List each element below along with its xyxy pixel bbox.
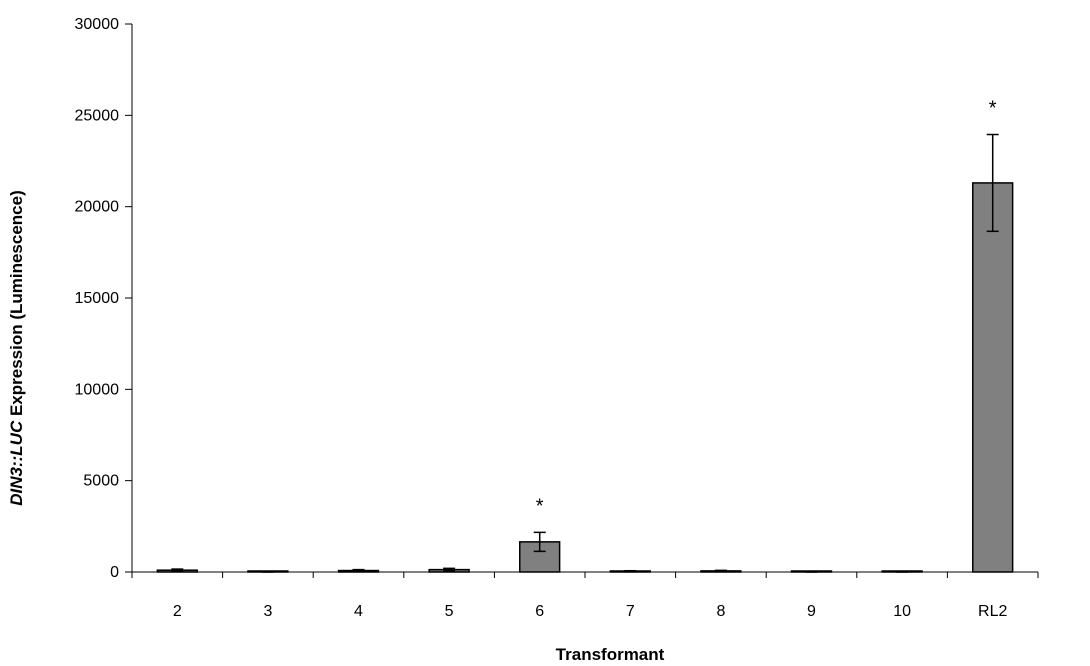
x-axis: 2 3 4 5 6 7 8 9 10 RL2 bbox=[131, 571, 1039, 620]
y-tick-label: 20000 bbox=[75, 199, 120, 216]
bar-RL2 bbox=[972, 182, 1014, 573]
y-axis-title-rest: Expression (Luminescence) bbox=[7, 190, 26, 421]
x-tick-label-10: 10 bbox=[893, 603, 911, 620]
x-tick-label-6: 6 bbox=[535, 603, 544, 620]
y-tick-label: 5000 bbox=[83, 473, 119, 490]
y-tick-label: 30000 bbox=[75, 16, 120, 33]
y-tick-label: 15000 bbox=[75, 290, 120, 307]
x-axis-title: Transformant bbox=[556, 645, 665, 664]
significance-marks: ** bbox=[536, 98, 997, 518]
x-tick-label-9: 9 bbox=[807, 603, 816, 620]
x-tick-label-5: 5 bbox=[445, 603, 454, 620]
y-axis-title: DIN3::LUC Expression (Luminescence) bbox=[7, 190, 26, 506]
x-tick-label-RL2: RL2 bbox=[978, 603, 1007, 620]
y-axis-title-italic: DIN3::LUC bbox=[7, 420, 26, 506]
x-tick-label-3: 3 bbox=[263, 603, 272, 620]
error-bars bbox=[171, 133, 999, 573]
y-tick-label: 25000 bbox=[75, 107, 120, 124]
x-tick-label-7: 7 bbox=[626, 603, 635, 620]
x-tick-label-4: 4 bbox=[354, 603, 363, 620]
y-tick-label: 10000 bbox=[75, 381, 120, 398]
y-axis: 0 5000 10000 15000 20000 25000 30000 bbox=[75, 16, 133, 581]
x-tick-label-2: 2 bbox=[173, 603, 182, 620]
significance-mark-6: * bbox=[536, 495, 544, 517]
bars bbox=[156, 182, 1014, 573]
significance-mark-RL2: * bbox=[989, 98, 997, 120]
x-tick-label-8: 8 bbox=[716, 603, 725, 620]
y-tick-label: 0 bbox=[110, 564, 119, 581]
